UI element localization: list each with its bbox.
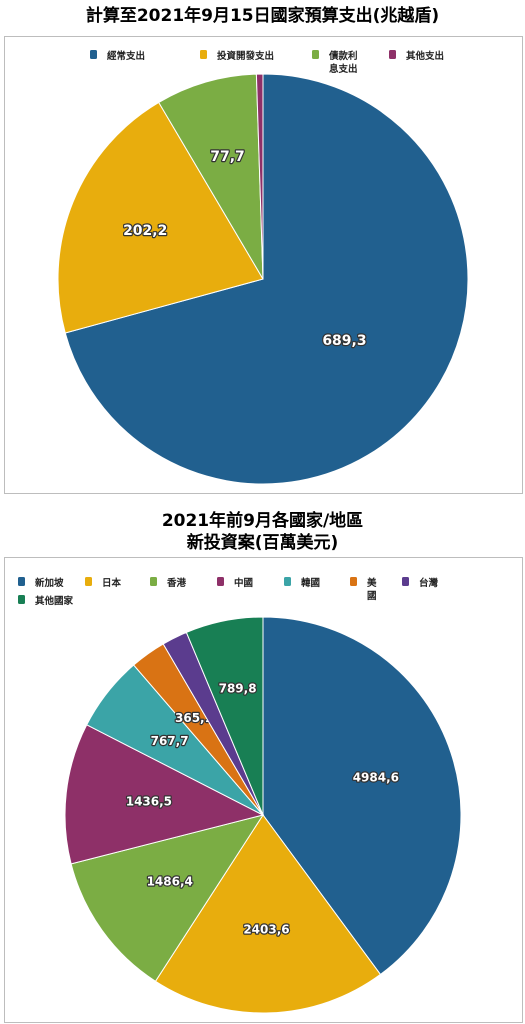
pie-slice-3 [70,814,265,982]
slice-label-3: 1486,4 [147,875,193,889]
legend-swatch [350,577,357,586]
slice-label-2: 2403,6 [243,922,289,936]
slice-label-1: 689,3 [322,333,366,349]
pie-slice-4 [64,724,265,865]
legend-swatch [312,50,319,59]
chart2-subtitle: 新投資案(百萬美元) [186,533,339,553]
legend-label: 台灣 [419,577,439,589]
legend-label: 韓國 [301,577,320,589]
legend-label: 香港 [166,577,187,589]
legend-label: 新加坡 [35,577,64,589]
slice-label-5: 767,7 [151,734,189,748]
legend-label: 美 [366,577,377,589]
legend-item-8: 其他國家 [18,595,74,607]
pie-slice-2 [57,101,264,334]
slice-label-4: 1436,5 [126,795,172,809]
slice-label-3: 77,7 [210,149,245,165]
legend-swatch [402,577,409,586]
legend-swatch [200,50,207,59]
legend-label: 其他支出 [406,50,444,62]
legend-swatch [284,577,291,586]
legend-label: 息支出 [329,63,358,75]
pie-slice-4 [255,73,264,280]
slice-label-1: 4984,6 [353,770,399,784]
legend-swatch [90,50,97,59]
legend-swatch [217,577,224,586]
pie-slice-1 [262,616,462,976]
legend-item-4: 中國 [217,577,253,589]
legend-item-7: 台灣 [402,577,439,589]
pie-slice-1 [64,73,469,485]
legend-swatch [18,595,25,604]
legend-label: 投資開發支出 [217,50,274,62]
legend-swatch [85,577,92,586]
legend-item-4: 其他支出 [389,50,444,62]
legend-label: 其他國家 [35,595,74,607]
legend-label: 中國 [234,577,253,589]
legend-label: 日本 [102,577,122,589]
slice-label-2: 202,2 [123,223,167,239]
legend-item-6: 美國 [350,577,377,602]
legend-item-1: 新加坡 [18,577,64,589]
legend-swatch [18,577,25,586]
chart1-pie: 689,3 202,2 77,7 [57,73,469,485]
pie-slice-3 [158,73,264,280]
slice-label-8: 789,8 [219,681,257,695]
chart2-title: 2021年前9月各國家/地區 [161,511,364,531]
legend-item-2: 日本 [85,577,122,589]
legend-swatch [150,577,157,586]
legend-label: 國 [367,591,377,602]
legend-item-1: 經常支出 [90,50,145,62]
pie-slice-8 [185,616,264,816]
legend-item-2: 投資開發支出 [200,50,274,62]
chart1-title: 計算至2021年9月15日國家預算支出(兆越盾) [85,6,440,26]
legend-label: 債款利 [328,50,358,62]
legend-label: 經常支出 [107,50,145,62]
legend-item-3: 香港 [150,577,187,589]
legend-swatch [389,50,396,59]
legend-item-5: 韓國 [284,577,320,589]
pie-slice-2 [154,814,382,1014]
